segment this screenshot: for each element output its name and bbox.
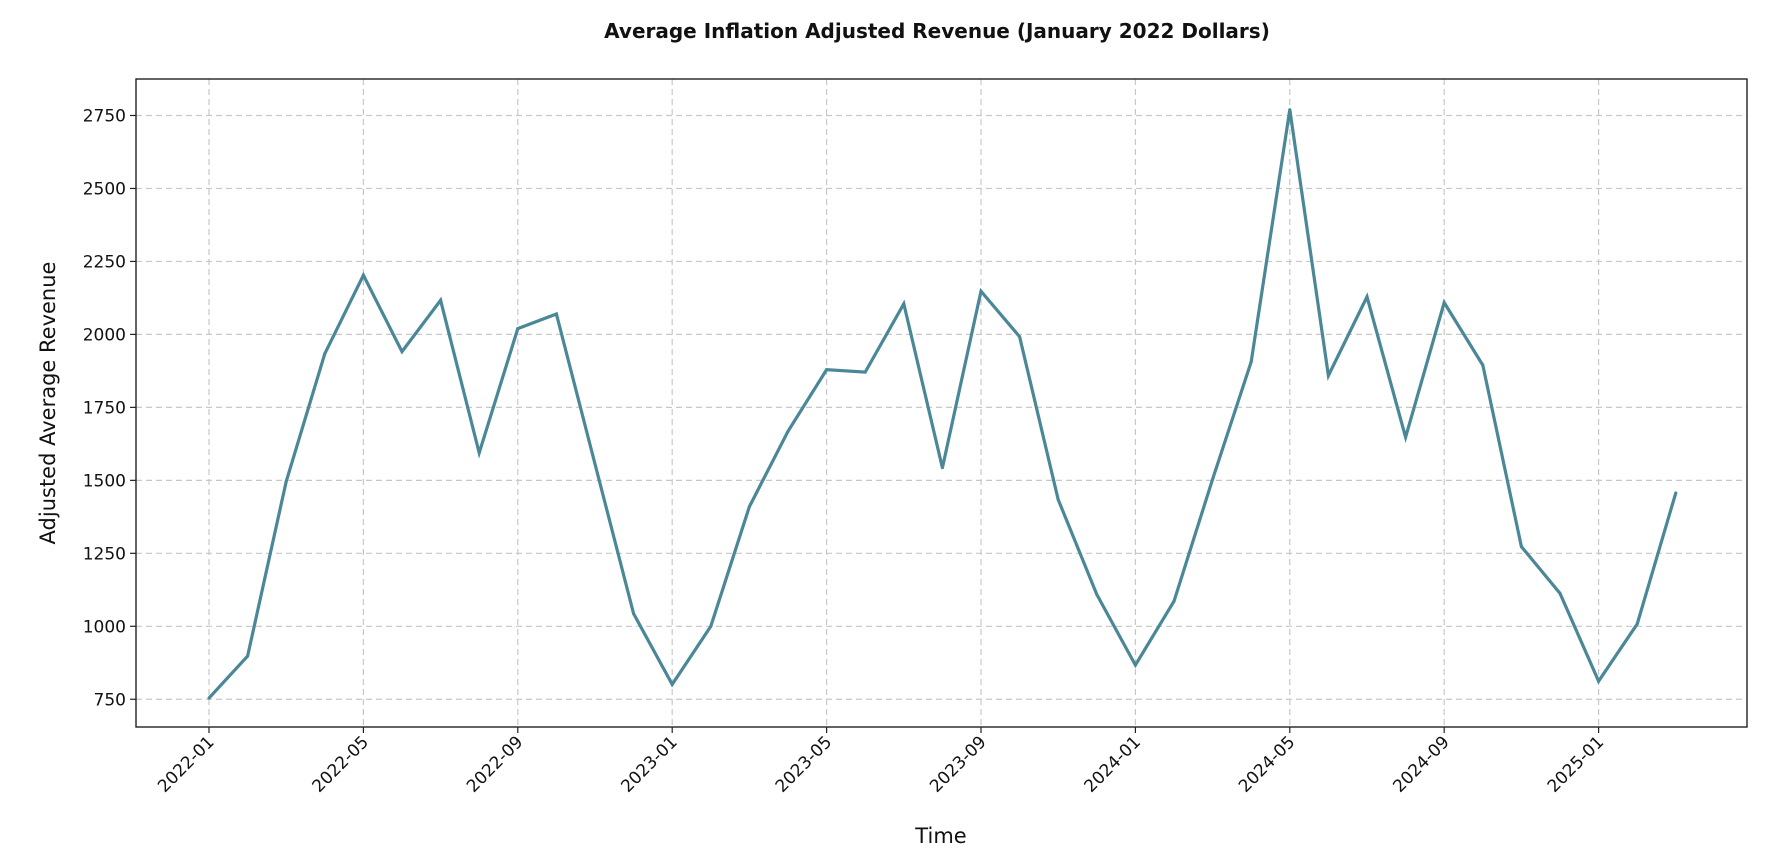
data-point: [554, 312, 558, 316]
data-point: [632, 612, 636, 616]
x-tick-label: 2025-01: [1544, 732, 1608, 796]
data-point: [1211, 477, 1215, 481]
y-tick-label: 2000: [83, 325, 126, 345]
x-tick-label: 2024-01: [1081, 732, 1145, 796]
x-tick-label: 2023-09: [926, 732, 990, 796]
y-tick-label: 1500: [83, 471, 126, 491]
data-point: [1172, 599, 1176, 603]
data-point: [940, 466, 944, 470]
x-tick-label: 2023-01: [617, 732, 681, 796]
y-tick-label: 2250: [83, 252, 126, 272]
x-tick-label: 2022-01: [154, 732, 218, 796]
data-point: [400, 350, 404, 354]
data-point: [1056, 498, 1060, 502]
y-tick-label: 750: [94, 690, 126, 710]
data-point: [207, 696, 211, 700]
data-point: [1674, 491, 1678, 495]
data-point: [786, 429, 790, 433]
data-point: [1288, 108, 1292, 112]
y-axis-label: Adjusted Average Revenue: [36, 262, 60, 545]
data-point: [1018, 335, 1022, 339]
data-point: [1249, 360, 1253, 364]
data-point: [361, 273, 365, 277]
data-point: [593, 462, 597, 466]
plot-frame: [135, 78, 1748, 728]
series-line: [207, 109, 1678, 700]
data-point: [284, 480, 288, 484]
data-point: [1095, 592, 1099, 596]
y-tick-label: 1000: [83, 617, 126, 637]
data-point: [1635, 622, 1639, 626]
data-point: [1558, 591, 1562, 595]
data-point: [323, 352, 327, 356]
data-point: [1365, 295, 1369, 299]
data-point: [439, 298, 443, 302]
data-point: [1133, 663, 1137, 667]
chart-title: Average Inflation Adjusted Revenue (Janu…: [604, 19, 1270, 43]
data-point: [863, 370, 867, 374]
x-axis-label: Time: [914, 824, 966, 848]
data-point: [709, 624, 713, 628]
y-tick-label: 2750: [83, 106, 126, 126]
data-point: [516, 327, 520, 331]
x-tick-label: 2024-05: [1235, 732, 1299, 796]
data-point: [902, 302, 906, 306]
x-tick-label: 2024-09: [1389, 732, 1453, 796]
y-tick-label: 1250: [83, 544, 126, 564]
data-point: [1442, 301, 1446, 305]
data-point: [1519, 545, 1523, 549]
x-tick-label: 2022-09: [463, 732, 527, 796]
data-point: [979, 289, 983, 293]
data-point: [1404, 435, 1408, 439]
data-point: [747, 505, 751, 509]
data-point: [1326, 374, 1330, 378]
x-tick-label: 2023-05: [772, 732, 836, 796]
x-tick-label: 2022-05: [309, 732, 373, 796]
data-point: [477, 451, 481, 455]
data-point: [246, 654, 250, 658]
data-point: [670, 682, 674, 686]
data-point: [1481, 363, 1485, 367]
y-tick-label: 2500: [83, 179, 126, 199]
data-point: [1597, 679, 1601, 683]
y-tick-label: 1750: [83, 398, 126, 418]
data-point: [825, 368, 829, 372]
